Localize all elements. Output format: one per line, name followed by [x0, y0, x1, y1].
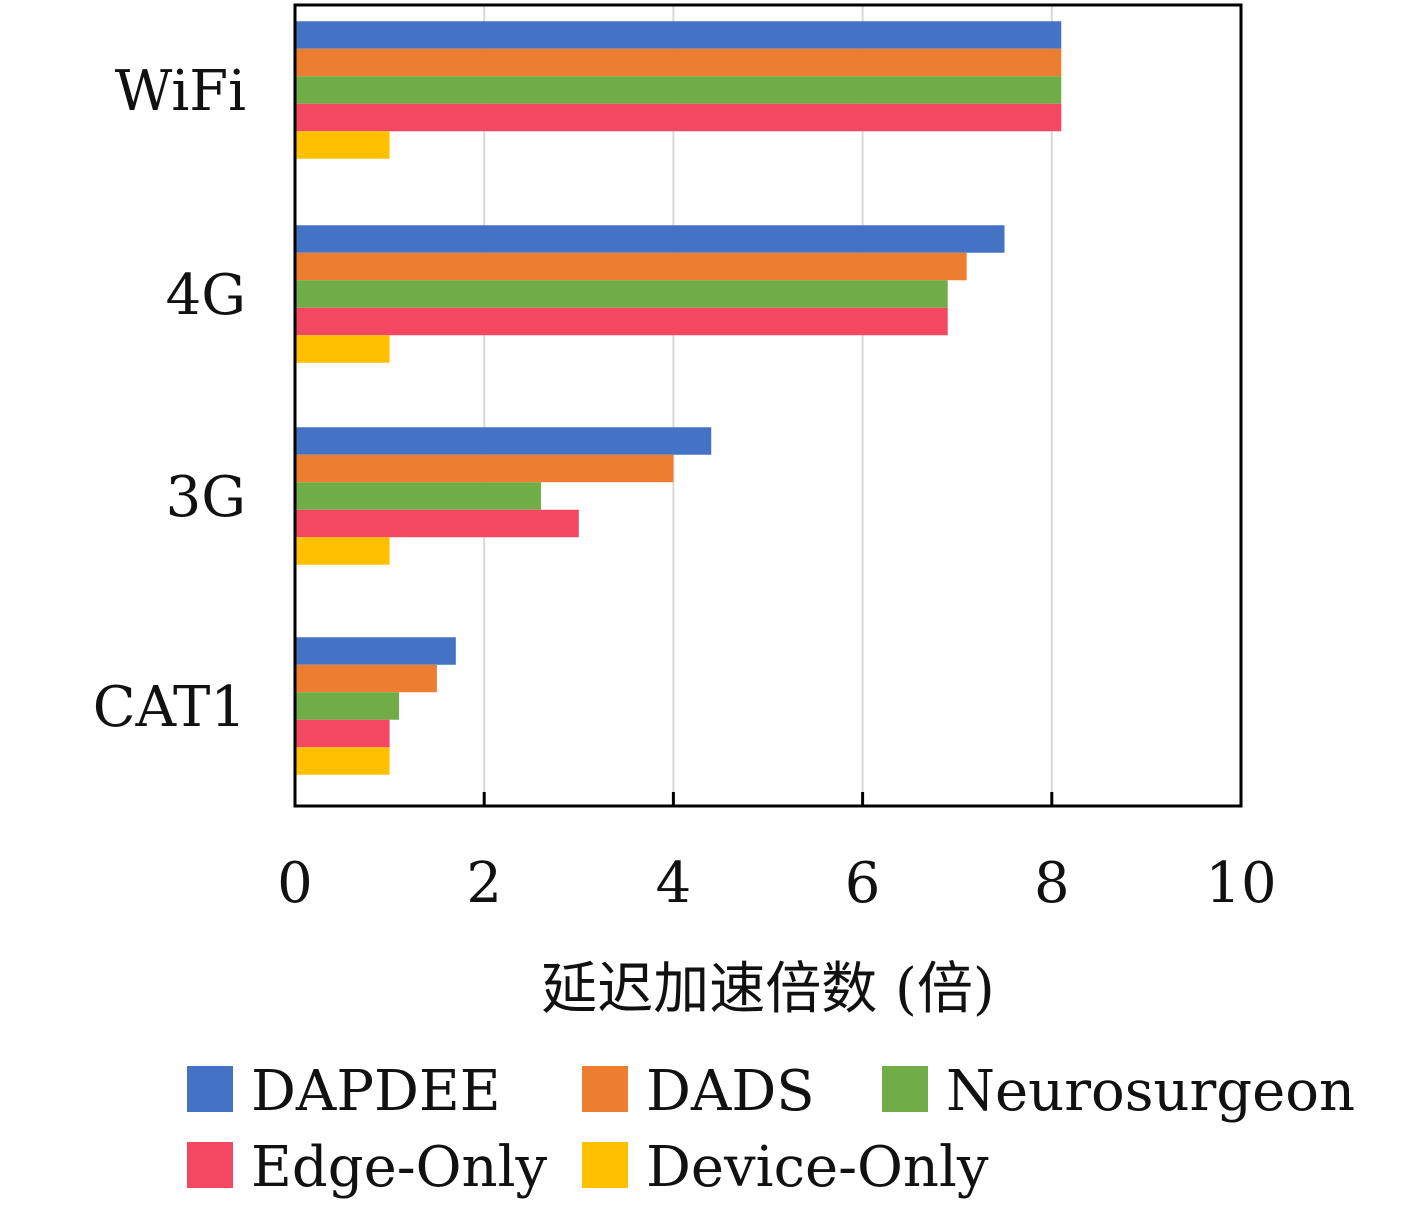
bar-dads-3g	[296, 454, 674, 483]
bar-device-only-3g	[296, 537, 390, 565]
x-tick-label: 10	[1205, 851, 1276, 916]
legend-item-neurosurgeon: Neurosurgeon	[882, 1059, 1355, 1124]
y-tick-label: WiFi	[115, 59, 246, 124]
bar-edge-only-wifi	[296, 103, 1062, 132]
bar-neurosurgeon-cat1	[296, 692, 400, 720]
bar-edge-only-3g	[296, 509, 579, 538]
bar-device-only-cat1	[296, 747, 390, 775]
legend-item-device-only: Device-Only	[582, 1135, 989, 1200]
bar-neurosurgeon-wifi	[296, 76, 1062, 104]
bar-dads-wifi	[296, 48, 1062, 77]
legend-swatch	[882, 1066, 928, 1112]
legend-label: Device-Only	[646, 1135, 989, 1200]
x-tick-label: 4	[656, 851, 692, 916]
legend-label: Edge-Only	[251, 1135, 548, 1200]
bar-device-only-4g	[296, 335, 390, 363]
gridlines	[483, 5, 1053, 806]
bars	[296, 21, 1062, 775]
y-tick-label: 4G	[166, 263, 246, 328]
y-tick-label: 3G	[166, 465, 246, 530]
x-tick-label: 0	[277, 851, 313, 916]
legend-item-edge-only: Edge-Only	[187, 1135, 548, 1200]
bar-edge-only-cat1	[296, 719, 390, 748]
x-tick-labels: 0 2 4 6 8 10	[277, 792, 1277, 916]
bar-dads-cat1	[296, 664, 437, 693]
legend-swatch	[187, 1142, 233, 1188]
legend-label: Neurosurgeon	[946, 1059, 1355, 1124]
y-tick-label: CAT1	[93, 675, 246, 740]
bar-edge-only-4g	[296, 307, 948, 336]
legend-label: DAPDEE	[251, 1059, 501, 1124]
legend-label: DADS	[646, 1059, 815, 1124]
x-tick-label: 8	[1034, 851, 1070, 916]
y-tick-labels: WiFi 4G 3G CAT1	[93, 59, 246, 740]
x-tick-label: 2	[466, 851, 502, 916]
bar-device-only-wifi	[296, 131, 390, 159]
x-tick-label: 6	[845, 851, 881, 916]
legend-item-dapdee: DAPDEE	[187, 1059, 501, 1124]
bar-dapdee-3g	[296, 427, 712, 455]
legend: DAPDEE DADS Neurosurgeon Edge-Only Device-On…	[187, 1059, 1355, 1200]
bar-neurosurgeon-4g	[296, 280, 948, 308]
legend-item-dads: DADS	[582, 1059, 815, 1124]
legend-swatch	[582, 1142, 628, 1188]
bar-dads-4g	[296, 252, 967, 281]
bar-dapdee-wifi	[296, 21, 1062, 49]
legend-swatch	[582, 1066, 628, 1112]
bar-neurosurgeon-3g	[296, 482, 541, 510]
x-axis-title: 延迟加速倍数 (倍)	[541, 957, 995, 1022]
bar-dapdee-4g	[296, 225, 1005, 253]
bar-dapdee-cat1	[296, 637, 456, 665]
plot-frame	[293, 3, 1243, 808]
legend-swatch	[187, 1066, 233, 1112]
